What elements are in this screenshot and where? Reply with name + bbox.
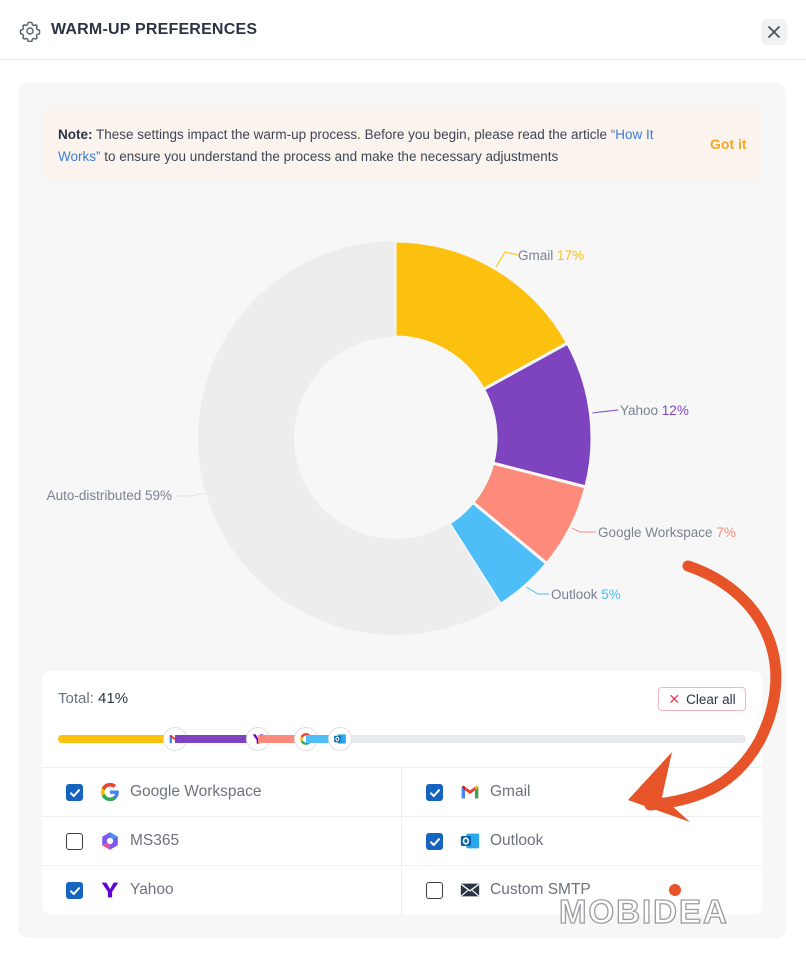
bar-segment-yahoo — [174, 735, 258, 743]
bar-segment-outlook — [305, 735, 341, 743]
provider-label: Gmail — [490, 783, 531, 800]
bar-segment-gmail — [58, 735, 175, 743]
provider-option-outlook[interactable]: Outlook — [401, 817, 761, 866]
provider-option-ms365[interactable]: MS365 — [42, 817, 402, 866]
checkbox[interactable] — [426, 882, 443, 899]
clear-all-button[interactable]: ✕ Clear all — [658, 687, 746, 711]
provider-grid: Google Workspace Gmail MS365 Outlook Yahoo Cu… — [42, 767, 762, 915]
got-it-button[interactable]: Got it — [710, 136, 747, 152]
provider-icon — [459, 879, 481, 901]
outlook-icon — [334, 734, 346, 744]
provider-option-gmail[interactable]: Gmail — [401, 768, 761, 817]
provider-icon — [459, 781, 481, 803]
checkmark-icon — [429, 837, 440, 846]
clear-x-icon: ✕ — [668, 690, 681, 707]
provider-option-google-workspace[interactable]: Google Workspace — [42, 768, 402, 817]
provider-icon — [459, 830, 481, 852]
envelope-icon — [460, 883, 480, 897]
checkbox[interactable] — [426, 833, 443, 850]
provider-option-custom-smtp[interactable]: Custom SMTP — [401, 866, 761, 915]
distribution-card: Total: 41% ✕ Clear all Google Workspace Gm… — [42, 671, 762, 915]
bar-segment-google-workspace — [257, 735, 306, 743]
checkmark-icon — [429, 788, 440, 797]
clear-all-label: Clear all — [686, 691, 736, 707]
checkmark-icon — [69, 886, 80, 895]
provider-label: MS365 — [130, 832, 180, 849]
provider-label: Yahoo — [130, 881, 174, 898]
google-icon — [100, 782, 119, 802]
checkbox[interactable] — [426, 784, 443, 801]
dialog-title: WARM-UP PREFERENCES — [51, 21, 258, 38]
note-text-after: to ensure you understand the process and… — [100, 149, 559, 164]
mobidea-watermark: MOBIDEA — [558, 892, 729, 930]
distribution-slider-track[interactable] — [58, 727, 746, 751]
checkbox[interactable] — [66, 882, 83, 899]
close-icon — [768, 26, 780, 38]
gmail-icon — [461, 785, 479, 799]
outlook-icon — [460, 833, 480, 849]
provider-icon — [99, 879, 121, 901]
gear-icon — [19, 21, 41, 42]
provider-icon — [99, 830, 121, 852]
close-button[interactable] — [761, 19, 787, 45]
provider-icon — [99, 781, 121, 803]
watermark-dot — [669, 884, 681, 896]
checkmark-icon — [69, 788, 80, 797]
total-value: 41% — [98, 690, 129, 707]
provider-label: Google Workspace — [130, 783, 262, 800]
total-label-text: Total: — [58, 690, 94, 707]
note-text: Note: These settings impact the warm-up … — [58, 124, 658, 168]
checkbox[interactable] — [66, 784, 83, 801]
note-prefix: Note: — [58, 127, 93, 142]
how-it-works-link[interactable]: “How It Works” — [58, 127, 654, 164]
total-label: Total: 41% — [58, 690, 128, 707]
slider-handle-outlook[interactable] — [328, 727, 353, 751]
provider-option-yahoo[interactable]: Yahoo — [42, 866, 402, 915]
provider-label: Custom SMTP — [490, 881, 591, 898]
ms365-icon — [102, 832, 118, 850]
dialog-header: WARM-UP PREFERENCES — [0, 0, 806, 60]
note-text-before: These settings impact the warm-up proces… — [92, 127, 611, 142]
note-banner: Note: These settings impact the warm-up … — [42, 107, 762, 181]
checkbox[interactable] — [66, 833, 83, 850]
yahoo-icon — [101, 882, 119, 898]
provider-label: Outlook — [490, 832, 544, 849]
